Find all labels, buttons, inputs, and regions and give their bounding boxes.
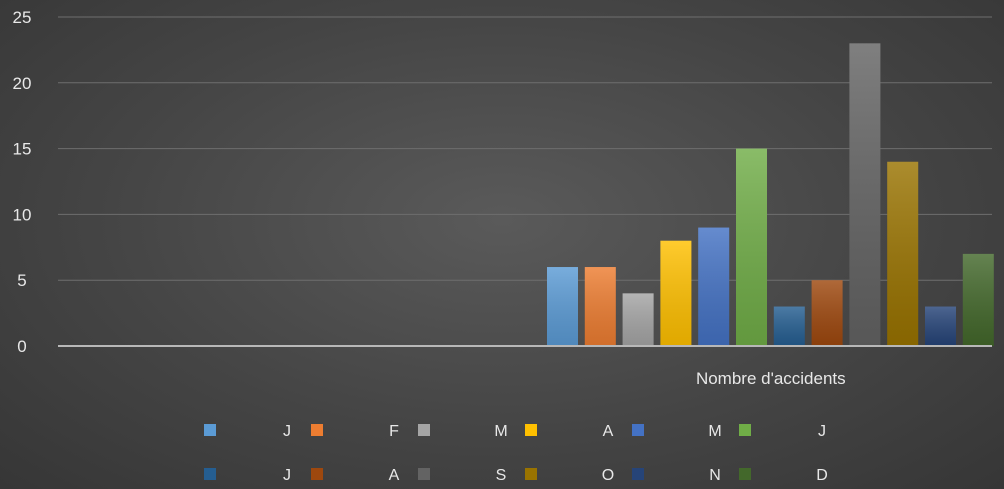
- bar-shading: [962, 253, 994, 346]
- legend-swatch: [525, 424, 537, 436]
- y-tick-label: 15: [13, 140, 32, 159]
- category-label: Nombre d'accidents: [696, 369, 846, 388]
- legend-swatch: [418, 424, 430, 436]
- legend-label: S: [496, 467, 507, 484]
- legend-label: O: [602, 467, 614, 484]
- y-axis: 0 5 10 15 20 25: [13, 8, 32, 356]
- legend-swatch: [204, 424, 216, 436]
- bar-series: [547, 43, 994, 346]
- y-tick-label: 20: [13, 74, 32, 93]
- legend-swatch: [418, 468, 430, 480]
- y-tick-label: 25: [13, 8, 32, 27]
- legend-swatch: [311, 468, 323, 480]
- legend: J F M A M J J A S O N D: [204, 423, 828, 484]
- legend-swatch: [739, 468, 751, 480]
- bar-shading: [736, 148, 767, 346]
- legend-label: M: [708, 423, 721, 440]
- bar-shading: [925, 306, 956, 346]
- bar-shading: [622, 293, 654, 346]
- bar-shading: [698, 227, 730, 346]
- legend-label: A: [603, 423, 614, 440]
- legend-label: J: [283, 423, 291, 440]
- y-tick-label: 5: [17, 271, 26, 290]
- bar-shading: [887, 161, 919, 346]
- legend-label: M: [494, 423, 507, 440]
- legend-swatch: [739, 424, 751, 436]
- bar-shading: [773, 306, 805, 346]
- bar-shading: [547, 267, 578, 346]
- legend-swatch: [204, 468, 216, 480]
- legend-swatch: [632, 468, 644, 480]
- y-tick-label: 0: [17, 337, 26, 356]
- legend-swatch: [632, 424, 644, 436]
- legend-label: A: [389, 467, 400, 484]
- bar-shading: [660, 240, 692, 346]
- legend-swatch: [525, 468, 537, 480]
- bar-shading: [849, 43, 881, 346]
- bar-shading: [584, 267, 616, 346]
- legend-label: D: [816, 467, 828, 484]
- legend-label: F: [389, 423, 399, 440]
- legend-label: N: [709, 467, 721, 484]
- legend-label: J: [283, 467, 291, 484]
- y-tick-label: 10: [13, 205, 32, 224]
- bar-shading: [811, 280, 843, 346]
- legend-label: J: [818, 423, 826, 440]
- legend-swatch: [311, 424, 323, 436]
